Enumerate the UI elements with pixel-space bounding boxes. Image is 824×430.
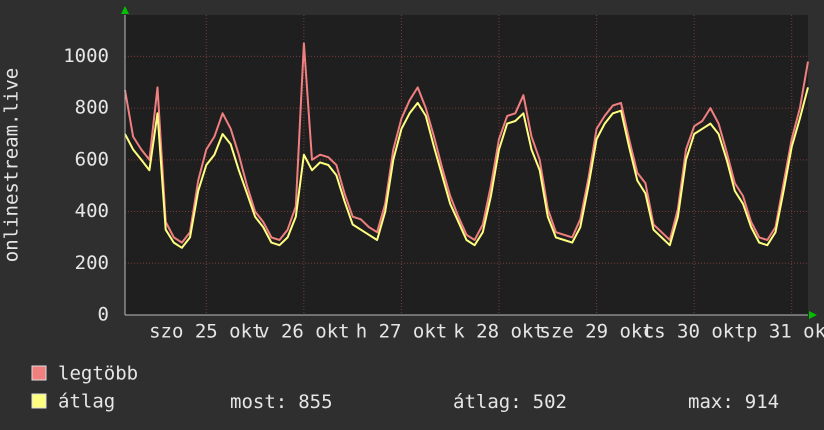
x-tick-label: cs 30 okt <box>643 321 746 343</box>
stat-label: átlag: <box>453 391 522 413</box>
x-tick-label: p 31 okt <box>746 321 824 343</box>
y-axis-label: onlinestream.live <box>1 68 23 262</box>
y-tick-label: 200 <box>75 252 109 274</box>
stat-label: max: <box>688 391 734 413</box>
series-line <box>124 87 809 249</box>
x-axis-arrow <box>809 311 817 319</box>
y-axis-arrow <box>121 6 129 14</box>
legend-label: legtöbb <box>58 363 138 385</box>
y-tick-label: 0 <box>98 304 109 326</box>
legend-swatch <box>31 393 47 409</box>
stat: max: 914 <box>688 391 779 413</box>
x-tick-label: v 26 okt <box>258 321 350 343</box>
stat: átlag: 502 <box>453 391 567 413</box>
y-tick-label: 1000 <box>63 45 109 67</box>
stat: most: 855 <box>230 391 333 413</box>
plot-area <box>125 15 808 315</box>
y-tick-label: 800 <box>75 97 109 119</box>
stat-label: most: <box>230 391 287 413</box>
series-line <box>124 42 809 244</box>
x-tick-label: h 27 okt <box>356 321 448 343</box>
legend-swatch <box>31 365 47 381</box>
x-tick-label: k 28 okt <box>453 321 545 343</box>
y-tick-label: 400 <box>75 200 109 222</box>
stat-value: 502 <box>533 391 567 413</box>
x-tick-label: sze 29 okt <box>539 321 653 343</box>
legend-label: átlag <box>58 391 115 413</box>
x-tick-label: szo 25 okt <box>149 321 263 343</box>
stat-value: 855 <box>298 391 332 413</box>
y-tick-label: 600 <box>75 148 109 170</box>
stat-value: 914 <box>745 391 779 413</box>
